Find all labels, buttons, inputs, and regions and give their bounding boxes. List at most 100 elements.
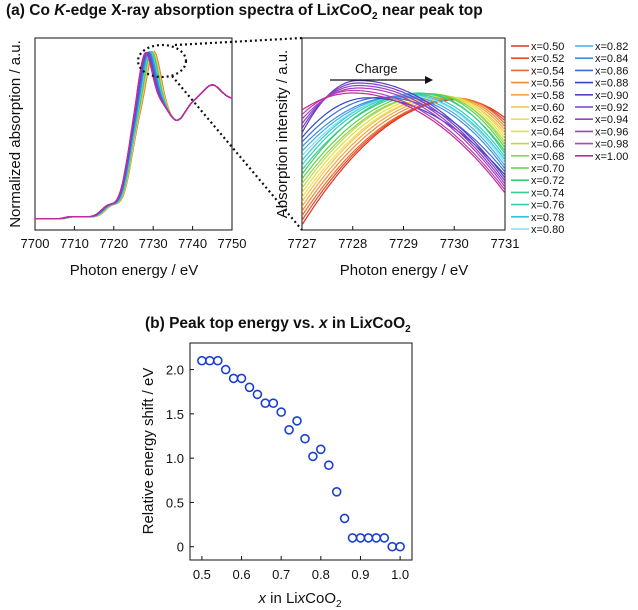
- charge-arrow-head: [425, 76, 433, 84]
- spectrum-right-x=0.86: [302, 96, 505, 173]
- xtick-label: 0.9: [351, 567, 369, 582]
- spectrum-right-x=0.84: [302, 96, 505, 170]
- panel-b-title: (b) Peak top energy vs. x in LixCoO2: [145, 315, 411, 336]
- xlabel-mid: in Li: [266, 590, 298, 607]
- data-point: [205, 355, 215, 366]
- xtick-label: 7740: [178, 236, 207, 251]
- data-point: [213, 355, 223, 366]
- ytick-label: 2.0: [166, 363, 184, 378]
- legend-entry: x=0.98: [595, 139, 628, 151]
- xlabel-sub: 2: [336, 599, 342, 610]
- xtick-label: 1.0: [391, 567, 409, 582]
- xtick-label: 7730: [139, 236, 168, 251]
- legend: x=0.50x=0.52x=0.54x=0.56x=0.58x=0.60x=0.…: [511, 41, 628, 236]
- legend-entry: x=0.66: [531, 139, 564, 151]
- xtick-label: 7727: [288, 236, 317, 251]
- spectrum-left-x=0.84: [35, 51, 233, 220]
- panel-a-title: (a) Co K-edge X-ray absorption spectra o…: [6, 2, 483, 23]
- xtick-label: 7730: [440, 236, 469, 251]
- panel-b-frame: [189, 342, 413, 561]
- xlabel-x: x: [257, 590, 266, 607]
- panel-a-left-ylabel: Normalized absorption / a.u.: [7, 40, 24, 228]
- legend-entry: x=0.86: [595, 65, 628, 77]
- xtick-label: 7700: [21, 236, 50, 251]
- legend-entry: x=0.80: [531, 224, 564, 236]
- panel-b-points: [197, 355, 405, 552]
- xtick-label: 0.8: [312, 567, 330, 582]
- zoom-circle: [136, 43, 188, 79]
- legend-entry: x=0.54: [531, 65, 564, 77]
- panel-a-right-spectra: [302, 79, 505, 226]
- spectrum-right-x=0.94: [302, 84, 505, 185]
- legend-entry: x=0.88: [595, 78, 628, 90]
- data-point: [292, 416, 302, 426]
- ytick-label: 1.0: [166, 451, 184, 466]
- legend-entry: x=0.62: [531, 114, 564, 126]
- zoom-line-top: [174, 36, 303, 47]
- spectrum-right-x=0.58: [302, 96, 505, 207]
- legend-entry: x=0.90: [595, 90, 628, 102]
- spectrum-left-x=1.00: [35, 52, 233, 220]
- data-point: [315, 444, 326, 455]
- spectrum-right-x=0.56: [302, 97, 505, 212]
- data-point: [260, 398, 271, 409]
- xtick-label: 7710: [60, 236, 89, 251]
- spectrum-right-x=0.54: [302, 97, 505, 217]
- panel-a-right-xlabel: Photon energy / eV: [340, 262, 468, 279]
- xtick-label: 7728: [338, 236, 367, 251]
- legend-entry: x=0.60: [531, 102, 564, 114]
- xlabel-tail: CoO: [305, 590, 336, 607]
- panel-a-left-spectra: [35, 50, 233, 220]
- legend-entry: x=0.64: [531, 126, 564, 138]
- xtick-label: 0.6: [232, 567, 250, 582]
- panel-a-right-chart: 7727 7728 7729 7730 7731 Charge Photon energ…: [274, 37, 628, 279]
- legend-entry: x=0.50: [531, 41, 564, 53]
- data-point: [395, 541, 405, 552]
- spectrum-right-x=0.98: [302, 89, 505, 191]
- spectrum-right-x=1.00: [302, 92, 505, 194]
- panel-a-right-xticks: 7727 7728 7729 7730 7731: [288, 226, 519, 251]
- panel-a-left-chart: 7700 7710 7720 7730 7740 7750 Photon energy /…: [7, 36, 303, 279]
- data-point: [268, 398, 279, 409]
- data-point: [347, 533, 358, 543]
- data-point: [323, 460, 334, 471]
- ytick-label: 0.5: [166, 495, 184, 510]
- panel-b-xlabel: x in LixCoO2: [257, 590, 342, 610]
- data-point: [228, 373, 239, 384]
- data-point: [236, 373, 247, 384]
- xlabel-x2: x: [297, 590, 306, 607]
- ytick-label: 0: [177, 540, 184, 555]
- panel-b-chart: 0.5 0.6 0.7 0.8 0.9 1.0 0 0.5 1.0 1.5 2.0 Relative…: [140, 342, 413, 610]
- panel-a-right-ylabel: Absorption intensity / a.u.: [274, 50, 291, 218]
- spectrum-right-x=0.82: [302, 95, 505, 167]
- xtick-label: 0.7: [272, 567, 290, 582]
- data-point: [300, 433, 310, 444]
- legend-entry: x=0.94: [595, 114, 628, 126]
- data-point: [220, 364, 231, 375]
- panel-b-ticks: 0.5 0.6 0.7 0.8 0.9 1.0 0 0.5 1.0 1.5 2.0: [166, 363, 409, 582]
- legend-entry: x=0.84: [595, 53, 628, 65]
- panel-b-ylabel: Relative energy shift / eV: [140, 368, 157, 535]
- legend-entry: x=0.82: [595, 41, 628, 53]
- panel-a-left-xticks: 7700 7710 7720 7730 7740 7750: [21, 226, 246, 251]
- panel-a-left-frame: [34, 37, 233, 231]
- data-point: [355, 533, 366, 543]
- data-point: [371, 533, 382, 543]
- legend-entry: x=0.74: [531, 187, 564, 199]
- legend-entry: x=0.52: [531, 53, 564, 65]
- legend-entry: x=1.00: [595, 151, 628, 163]
- xtick-label: 7729: [389, 236, 418, 251]
- data-point: [363, 533, 374, 543]
- data-point: [379, 533, 390, 543]
- data-point: [197, 355, 207, 366]
- legend-entry: x=0.72: [531, 175, 564, 187]
- xtick-label: 7720: [99, 236, 128, 251]
- legend-entry: x=0.78: [531, 212, 564, 224]
- panel-a-left-xlabel: Photon energy / eV: [70, 262, 198, 279]
- data-point: [339, 513, 350, 524]
- data-point: [387, 541, 398, 552]
- data-point: [284, 424, 294, 435]
- legend-entry: x=0.68: [531, 151, 564, 163]
- data-point: [276, 407, 287, 417]
